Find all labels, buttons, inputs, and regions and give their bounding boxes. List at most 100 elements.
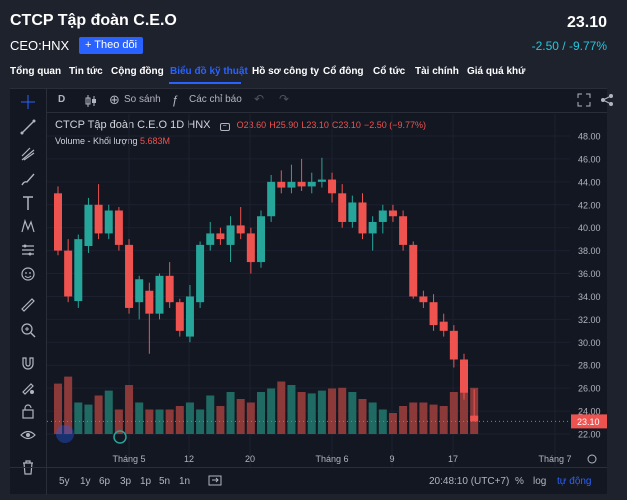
time-axis-label: Tháng 7 — [538, 454, 571, 464]
tab-shareholders[interactable]: Cổ đông — [323, 66, 364, 77]
trash-icon[interactable] — [20, 459, 36, 475]
stock-header: CTCP Tập đoàn C.E.O 23.10 CEO:HNX + Theo… — [0, 0, 627, 88]
interval-button[interactable]: D — [58, 94, 66, 105]
tab-company-profile[interactable]: Hồ sơ công ty — [252, 66, 320, 77]
tab-technical-chart[interactable]: Biểu đồ kỹ thuật — [170, 66, 248, 77]
range-3p[interactable]: 3p — [120, 476, 132, 487]
volume-bar — [84, 404, 93, 434]
volume-bar — [449, 392, 458, 434]
range-1y[interactable]: 1y — [80, 476, 91, 487]
emoji-icon[interactable] — [20, 266, 36, 282]
active-tab-underline — [169, 82, 241, 84]
volume-bar — [185, 402, 194, 434]
price-axis-label: 48.00 — [578, 132, 601, 142]
lock-icon[interactable] — [20, 403, 36, 419]
pencil-lock-icon[interactable] — [20, 379, 36, 395]
percent-toggle[interactable]: % — [515, 476, 524, 487]
volume-bar — [236, 399, 245, 434]
auto-toggle[interactable]: tự động — [557, 476, 592, 487]
volume-bar — [419, 402, 428, 434]
candle-body — [104, 210, 113, 234]
date-range-icon[interactable] — [208, 474, 222, 489]
volume-bar — [165, 409, 174, 434]
range-5y[interactable]: 5y — [59, 476, 70, 487]
settings-gear-icon[interactable] — [587, 454, 597, 464]
range-bar: 5y 1y 6p 3p 1p 5n 1n 20:48:10 (UTC+7) % … — [10, 467, 607, 495]
current-price: 23.10 — [566, 14, 607, 31]
pattern-icon[interactable] — [20, 218, 36, 234]
trendline-icon[interactable] — [20, 119, 36, 135]
tab-news[interactable]: Tin tức — [69, 66, 103, 77]
candle-body — [287, 181, 296, 188]
cloud-event-icon[interactable] — [56, 425, 74, 443]
candle-style-icon[interactable] — [85, 94, 97, 111]
log-toggle[interactable]: log — [533, 476, 547, 487]
volume-bar — [54, 383, 62, 434]
price-axis-label: 38.00 — [578, 246, 601, 256]
indicators-button[interactable]: Các chỉ báo — [189, 94, 242, 105]
eye-icon[interactable] — [20, 427, 36, 443]
earnings-event-icon[interactable] — [113, 430, 127, 444]
tab-community[interactable]: Cộng đồng — [111, 66, 164, 77]
candle-body — [236, 225, 245, 234]
compare-plus-icon[interactable]: ⊕ — [109, 92, 120, 107]
volume-bar — [409, 402, 418, 434]
range-1n[interactable]: 1n — [179, 476, 191, 487]
magnet-icon[interactable] — [20, 355, 36, 371]
volume-bar — [267, 388, 276, 434]
legend-close: C23.10 — [331, 120, 361, 130]
candle-body — [328, 179, 337, 194]
pitchfork-icon[interactable] — [20, 146, 36, 162]
text-icon[interactable] — [20, 195, 36, 211]
volume-bar — [114, 409, 123, 434]
candle-body — [378, 210, 387, 222]
fullscreen-icon[interactable] — [577, 93, 591, 110]
share-icon[interactable] — [600, 93, 614, 110]
crosshair-icon[interactable] — [20, 94, 36, 110]
tab-overview[interactable]: Tổng quan — [10, 66, 62, 77]
follow-button[interactable]: + Theo dõi — [79, 37, 144, 54]
candle-body — [267, 181, 276, 217]
zoom-in-icon[interactable] — [20, 322, 36, 338]
candle-body — [74, 239, 83, 302]
price-axis-label: 34.00 — [578, 292, 601, 302]
indicator-icon[interactable]: ƒ — [172, 93, 179, 107]
volume-bar — [368, 402, 377, 434]
volume-bar — [277, 381, 286, 434]
brush-icon[interactable] — [20, 171, 36, 187]
compare-button[interactable]: So sánh — [124, 94, 161, 105]
prediction-icon[interactable] — [20, 242, 36, 258]
tab-financials[interactable]: Tài chính — [415, 66, 459, 77]
ruler-icon[interactable] — [20, 297, 36, 313]
time-axis-label: 17 — [448, 454, 458, 464]
volume-bar — [439, 406, 448, 434]
price-axis-label: 36.00 — [578, 269, 601, 279]
volume-bar — [307, 393, 316, 434]
legend-open: O23.60 — [236, 120, 267, 130]
volume-bar — [74, 402, 83, 434]
redo-icon[interactable]: ↷ — [279, 92, 290, 106]
price-axis-label: 46.00 — [578, 154, 601, 164]
clock-time[interactable]: 20:48:10 (UTC+7) — [429, 476, 510, 487]
candle-body — [155, 275, 164, 314]
ohlc-legend: CTCP Tập đoàn C.E.O 1D HNX − O23.60 H25.… — [55, 119, 426, 131]
volume-bar — [206, 395, 215, 434]
candle-body — [145, 290, 154, 314]
volume-bar — [125, 385, 134, 434]
legend-change: −2.50 (−9.77%) — [364, 120, 427, 130]
volume-bar — [287, 385, 296, 434]
candle-body — [185, 296, 194, 337]
candle-body — [460, 359, 468, 393]
time-axis-label: 9 — [389, 454, 394, 464]
undo-icon[interactable]: ↶ — [254, 92, 265, 106]
candlestick-chart[interactable]: 48.00 46.00 44.00 42.00 40.00 38.00 36.00 34.00… — [47, 114, 607, 467]
range-6p[interactable]: 6p — [99, 476, 111, 487]
candle-body — [257, 216, 265, 263]
range-1p[interactable]: 1p — [140, 476, 152, 487]
collapse-icon[interactable]: − — [219, 123, 230, 131]
candle-body — [135, 279, 144, 303]
tab-price-history[interactable]: Giá quá khứ — [467, 66, 526, 77]
range-5n[interactable]: 5n — [159, 476, 171, 487]
tab-dividends[interactable]: Cổ tức — [373, 66, 406, 77]
candle-body — [84, 204, 93, 247]
